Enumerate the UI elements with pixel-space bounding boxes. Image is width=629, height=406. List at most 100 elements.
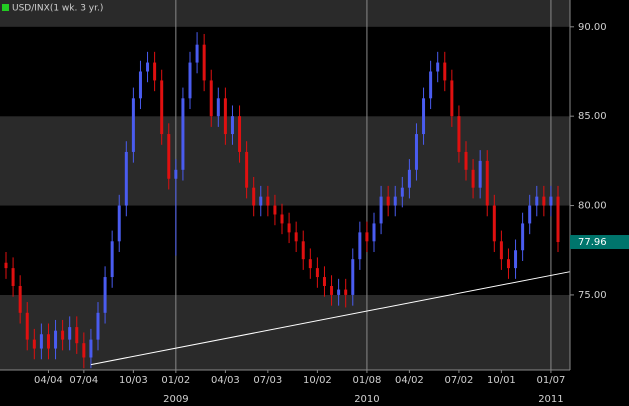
- candle-body: [11, 268, 15, 286]
- x-tick-label: 10/01: [487, 375, 516, 386]
- candle-body: [167, 134, 171, 179]
- candle-body: [521, 223, 525, 251]
- candle-body: [330, 285, 334, 295]
- candle-body: [4, 262, 8, 269]
- candle-body: [414, 134, 418, 170]
- candle-body: [160, 80, 164, 135]
- candle-body: [216, 98, 220, 117]
- year-label: 2009: [163, 394, 188, 405]
- candle-body: [202, 44, 206, 81]
- x-tick-label: 10/03: [119, 375, 148, 386]
- candle-body: [124, 151, 128, 206]
- candle-body: [436, 62, 440, 72]
- x-tick-label: 04/03: [211, 375, 240, 386]
- candle-body: [358, 232, 362, 260]
- candle-body: [280, 214, 284, 224]
- candle-body: [181, 98, 185, 170]
- candle-body: [478, 160, 482, 188]
- candle-body: [344, 289, 348, 295]
- y-tick-label: 85.00: [578, 111, 607, 122]
- candle-body: [492, 205, 496, 242]
- background-layer: [0, 0, 570, 370]
- x-tick-label: 01/02: [161, 375, 190, 386]
- candle-body: [294, 232, 298, 242]
- chart-title: USD/INX(1 wk. 3 yr.): [12, 4, 103, 14]
- candle-body: [153, 62, 157, 81]
- x-tick-label: 07/04: [69, 375, 98, 386]
- candle-body: [556, 196, 560, 243]
- candle-body: [549, 196, 553, 206]
- candle-body: [514, 250, 518, 269]
- title-marker: [2, 4, 9, 11]
- marks-layer: [4, 32, 571, 369]
- candle-body: [25, 312, 29, 340]
- candle-body: [103, 277, 107, 313]
- candle-body: [450, 80, 454, 117]
- candle-body: [110, 241, 114, 278]
- candle-body: [407, 169, 411, 188]
- candle-body: [315, 268, 319, 278]
- x-tick-label: 07/03: [253, 375, 282, 386]
- candle-body: [393, 196, 397, 206]
- candle-body: [287, 223, 291, 233]
- candle-body: [195, 44, 199, 63]
- candle-body: [337, 289, 341, 295]
- candle-body: [386, 196, 390, 206]
- candle-body: [528, 205, 532, 224]
- candle-body: [365, 232, 369, 242]
- candle-body: [464, 151, 468, 170]
- candle-body: [117, 205, 121, 242]
- candle-body: [39, 334, 43, 349]
- candle-body: [89, 339, 93, 358]
- candle-body: [322, 277, 326, 286]
- candle-body: [266, 196, 270, 206]
- candle-body: [209, 80, 213, 117]
- y-tick-label: 80.00: [578, 201, 607, 212]
- candle-body: [82, 343, 86, 358]
- x-tick-label: 01/07: [537, 375, 566, 386]
- candle-body: [499, 241, 503, 260]
- candle-body: [138, 71, 142, 99]
- x-tick-label: 01/08: [353, 375, 382, 386]
- candle-body: [238, 116, 242, 152]
- band: [0, 294, 570, 370]
- candle-body: [429, 71, 433, 99]
- y-tick-label: 75.00: [578, 290, 607, 301]
- candle-body: [301, 241, 305, 260]
- candle-body: [245, 151, 249, 188]
- candle-body: [422, 98, 426, 135]
- candle-body: [351, 259, 355, 295]
- candle-body: [259, 196, 263, 206]
- candle-body: [485, 160, 489, 206]
- candle-body: [68, 327, 72, 340]
- candle-body: [506, 259, 510, 269]
- candle-body: [542, 196, 546, 206]
- x-tick-label: 04/04: [34, 375, 63, 386]
- candle-body: [471, 169, 475, 188]
- candle-body: [457, 116, 461, 152]
- candle-body: [61, 330, 65, 340]
- candle-body: [443, 62, 447, 81]
- y-tick-label: 90.00: [578, 22, 607, 33]
- last-price-label: 77.96: [578, 237, 607, 248]
- candle-body: [46, 334, 50, 349]
- candle-body: [32, 339, 36, 349]
- candle-body: [535, 196, 539, 206]
- x-tick-label: 10/02: [303, 375, 332, 386]
- band: [0, 0, 570, 27]
- band: [0, 26, 570, 117]
- candle-body: [18, 285, 22, 313]
- band: [0, 116, 570, 206]
- band: [0, 205, 570, 295]
- candle-body: [96, 312, 100, 340]
- candle-body: [230, 116, 234, 135]
- candle-body: [273, 205, 277, 215]
- candle-body: [75, 327, 79, 344]
- x-tick-label: 04/02: [395, 375, 424, 386]
- candle-body: [372, 223, 376, 242]
- candle-body: [54, 330, 58, 349]
- candle-body: [223, 98, 227, 135]
- candle-body: [188, 62, 192, 99]
